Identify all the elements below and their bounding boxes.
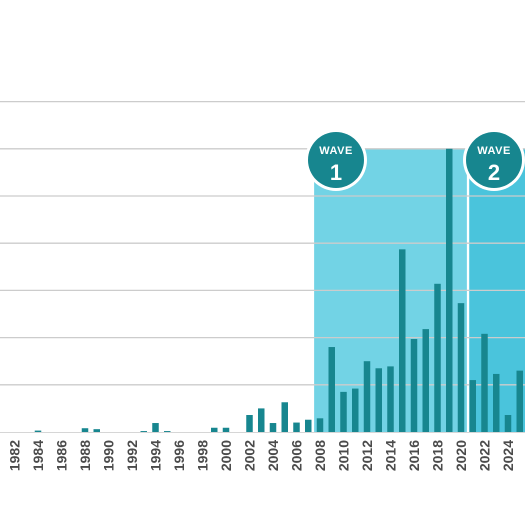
bar-2008: [316, 418, 324, 432]
badge-circle: [308, 132, 364, 188]
bar-2009: [328, 347, 335, 432]
badge-circle: [466, 132, 522, 188]
x-tick-label: 1990: [101, 440, 117, 471]
x-tick-label: 2002: [242, 440, 258, 471]
bar-1988: [81, 428, 89, 432]
bar-2024: [504, 415, 512, 432]
bar-1984: [34, 430, 42, 432]
bar-2003: [258, 408, 265, 432]
bar-2015: [399, 249, 406, 432]
x-tick-label: 2010: [336, 440, 352, 471]
x-tick-label: 2024: [500, 440, 516, 471]
bar-2020: [457, 303, 465, 432]
wave-1-badge: WAVE 1: [305, 129, 367, 191]
bar-2018: [434, 283, 441, 432]
bar-2005: [281, 402, 288, 432]
x-tick-label: 2012: [359, 440, 375, 471]
bar-2004: [269, 423, 277, 432]
x-tick-label: 2004: [265, 440, 281, 471]
x-axis-tick-labels: 1982 1984 1986 1988 1990 1992 1994 1996 1998 2000…: [7, 440, 525, 471]
bar-1999: [211, 427, 218, 432]
x-tick-label: 2016: [406, 440, 422, 471]
x-tick-label: 2022: [477, 440, 493, 471]
bar-2022: [481, 333, 488, 432]
bars: [34, 148, 523, 433]
x-tick-label: 1996: [171, 440, 187, 471]
bar-2011: [352, 388, 359, 432]
x-tick-label: 2006: [289, 440, 305, 471]
x-tick-label: 2020: [453, 440, 469, 471]
bar-2016: [410, 339, 418, 432]
x-tick-label: 1982: [7, 440, 23, 471]
wave-2-badge: WAVE 2: [463, 129, 525, 191]
bar-2012: [363, 361, 371, 432]
bar-2013: [375, 368, 382, 432]
bar-1995: [164, 431, 171, 432]
wave-number: 2: [488, 160, 500, 185]
bar-2025: [516, 370, 523, 432]
bar-2017: [422, 329, 429, 432]
bar-2007: [305, 419, 312, 432]
x-tick-label: 2018: [430, 440, 446, 471]
x-tick-label: 2014: [383, 440, 399, 471]
bar-2021: [469, 380, 476, 432]
bar-1993: [140, 431, 147, 432]
wave-label: WAVE: [319, 145, 353, 157]
bar-1994: [152, 423, 159, 432]
bar-2014: [387, 366, 394, 432]
wave-number: 1: [330, 160, 342, 185]
x-tick-label: 1986: [54, 440, 70, 471]
bar-2002: [246, 415, 253, 432]
gridlines: [0, 100, 525, 433]
wave-badges: WAVE 1 WAVE 2: [305, 129, 525, 191]
bar-2019: [446, 148, 453, 433]
x-tick-label: 2008: [312, 440, 328, 471]
bar-2000: [222, 427, 230, 432]
x-tick-label: 1988: [77, 440, 93, 471]
x-tick-label: 1992: [124, 440, 140, 471]
bar-2023: [493, 373, 500, 432]
wave-label: WAVE: [477, 145, 511, 157]
x-tick-label: 2026: [524, 440, 525, 471]
bar-1989: [93, 429, 100, 432]
bar-2010: [340, 391, 347, 432]
bar-2006: [293, 422, 300, 432]
x-tick-label: 1994: [148, 440, 164, 471]
x-tick-label: 1984: [30, 440, 46, 471]
x-tick-label: 1998: [195, 440, 211, 471]
x-tick-label: 2000: [218, 440, 234, 471]
